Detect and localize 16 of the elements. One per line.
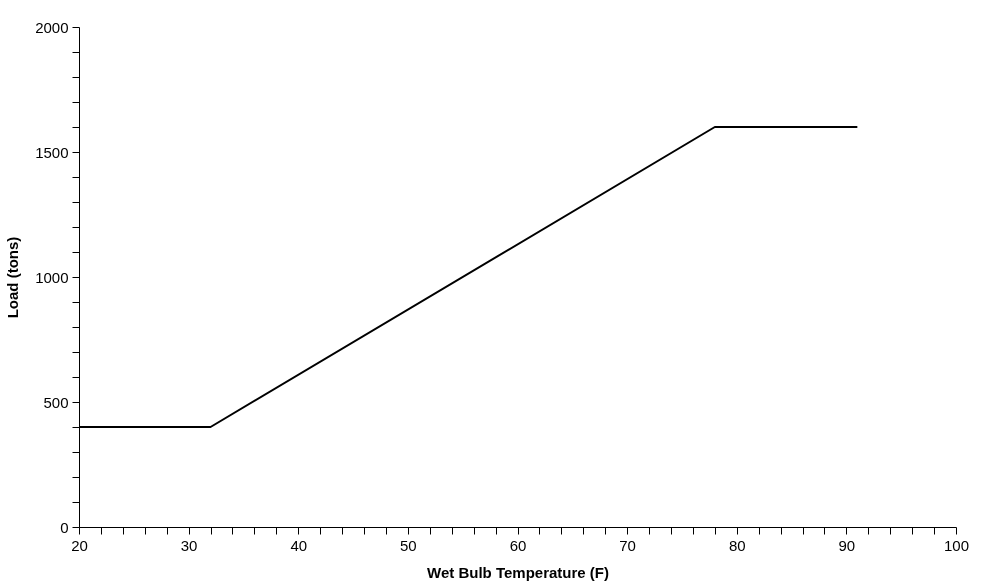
y-tick-label: 500 [43,393,69,411]
y-axis-title: Load (tons) [4,236,22,319]
y-tick-label: 1500 [35,143,69,161]
y-tick-label: 1000 [35,268,69,286]
y-tick-label: 2000 [35,18,69,36]
x-tick-label: 90 [838,536,856,554]
x-tick-label: 100 [943,536,970,554]
y-tick-label: 0 [60,518,69,536]
x-axis-title: Wet Bulb Temperature (F) [427,563,609,581]
x-tick-label: 30 [180,536,198,554]
x-tick-label: 70 [619,536,636,554]
x-tick-label: 50 [400,536,417,554]
x-tick-label: 60 [509,536,527,554]
x-tick-label: 20 [71,536,88,554]
x-tick-label: 40 [290,536,308,554]
x-tick-label: 80 [728,536,746,554]
